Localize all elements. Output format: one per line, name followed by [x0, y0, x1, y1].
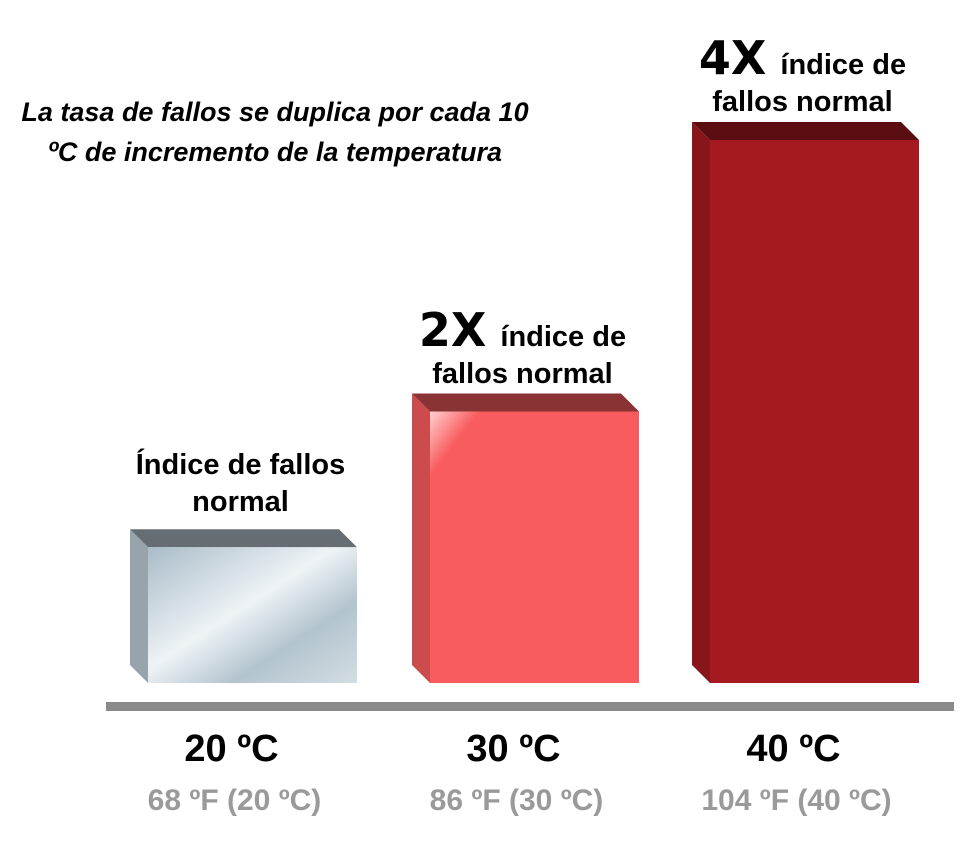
x-tick-sublabel: 68 ºF (20 ºC) — [147, 784, 322, 817]
x-tick-label: 40 ºC — [746, 728, 841, 770]
bar-annotation: Índice de fallos normal — [116, 447, 366, 521]
bar — [430, 411, 639, 683]
bar — [710, 140, 919, 683]
bar-side — [412, 393, 430, 683]
x-tick-label: 20 ºC — [184, 728, 279, 770]
chart-title: La tasa de fallos se duplica por cada 10… — [21, 97, 529, 167]
value-label: 4X — [698, 31, 767, 85]
bar-top — [130, 529, 357, 548]
annotation-text: Índice de fallos normal — [135, 449, 346, 519]
x-tick-sublabel: 86 ºF (30 ºC) — [429, 784, 604, 817]
annotation-text: índice de fallos normal — [432, 320, 627, 390]
value-label: 2X — [418, 302, 487, 357]
x-tick-sublabel: 104 ºF (40 ºC) — [701, 784, 892, 817]
bar — [148, 547, 357, 683]
bar-top — [692, 122, 919, 140]
bar-annotation: 4X índice de fallos normal — [678, 35, 928, 121]
bar-annotation: 2X índice de fallos normal — [398, 307, 648, 393]
annotation-text: índice de fallos normal — [712, 49, 907, 118]
bar-top — [412, 393, 639, 412]
bar-side — [692, 122, 710, 683]
x-tick-label: 30 ºC — [466, 728, 561, 770]
baseline — [106, 702, 954, 711]
bar-side — [130, 529, 148, 683]
